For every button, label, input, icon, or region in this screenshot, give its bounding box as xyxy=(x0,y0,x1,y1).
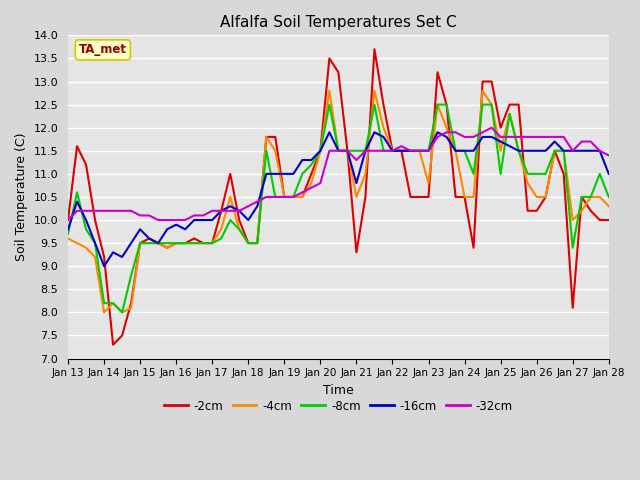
Title: Alfalfa Soil Temperatures Set C: Alfalfa Soil Temperatures Set C xyxy=(220,15,457,30)
Line: -32cm: -32cm xyxy=(68,128,609,220)
-16cm xyxy=(551,139,559,144)
-4cm xyxy=(262,134,270,140)
-4cm xyxy=(200,240,207,246)
-32cm xyxy=(388,148,396,154)
-16cm xyxy=(181,227,189,232)
-8cm xyxy=(551,148,559,154)
-32cm xyxy=(172,217,180,223)
-2cm xyxy=(200,240,207,246)
Y-axis label: Soil Temperature (C): Soil Temperature (C) xyxy=(15,132,28,261)
-16cm xyxy=(262,171,270,177)
-32cm xyxy=(488,125,495,131)
-32cm xyxy=(605,153,612,158)
-16cm xyxy=(371,130,378,135)
-32cm xyxy=(353,157,360,163)
Line: -16cm: -16cm xyxy=(68,132,609,266)
-32cm xyxy=(64,217,72,223)
-4cm xyxy=(100,310,108,315)
-2cm xyxy=(371,46,378,52)
X-axis label: Time: Time xyxy=(323,384,354,397)
-8cm xyxy=(262,148,270,154)
-16cm xyxy=(406,148,414,154)
-32cm xyxy=(542,134,550,140)
-8cm xyxy=(605,194,612,200)
-4cm xyxy=(371,88,378,94)
-2cm xyxy=(605,217,612,223)
-4cm xyxy=(181,240,189,246)
-8cm xyxy=(371,102,378,108)
-32cm xyxy=(253,199,261,204)
Line: -2cm: -2cm xyxy=(68,49,609,345)
Line: -8cm: -8cm xyxy=(68,105,609,312)
-8cm xyxy=(406,148,414,154)
-16cm xyxy=(605,171,612,177)
-8cm xyxy=(181,240,189,246)
-2cm xyxy=(551,148,559,154)
-2cm xyxy=(262,134,270,140)
-4cm xyxy=(64,236,72,241)
-4cm xyxy=(551,148,559,154)
-16cm xyxy=(100,264,108,269)
-16cm xyxy=(200,217,207,223)
Line: -4cm: -4cm xyxy=(68,91,609,312)
Legend: -2cm, -4cm, -8cm, -16cm, -32cm: -2cm, -4cm, -8cm, -16cm, -32cm xyxy=(159,395,518,417)
-2cm xyxy=(406,194,414,200)
-8cm xyxy=(326,102,333,108)
-4cm xyxy=(326,88,333,94)
-8cm xyxy=(200,240,207,246)
-2cm xyxy=(109,342,117,348)
-2cm xyxy=(362,194,369,200)
-32cm xyxy=(190,213,198,218)
-16cm xyxy=(326,130,333,135)
-2cm xyxy=(64,217,72,223)
-8cm xyxy=(64,231,72,237)
-4cm xyxy=(406,148,414,154)
-4cm xyxy=(605,204,612,209)
Text: TA_met: TA_met xyxy=(79,43,127,57)
-8cm xyxy=(118,310,126,315)
-2cm xyxy=(181,240,189,246)
-16cm xyxy=(64,227,72,232)
